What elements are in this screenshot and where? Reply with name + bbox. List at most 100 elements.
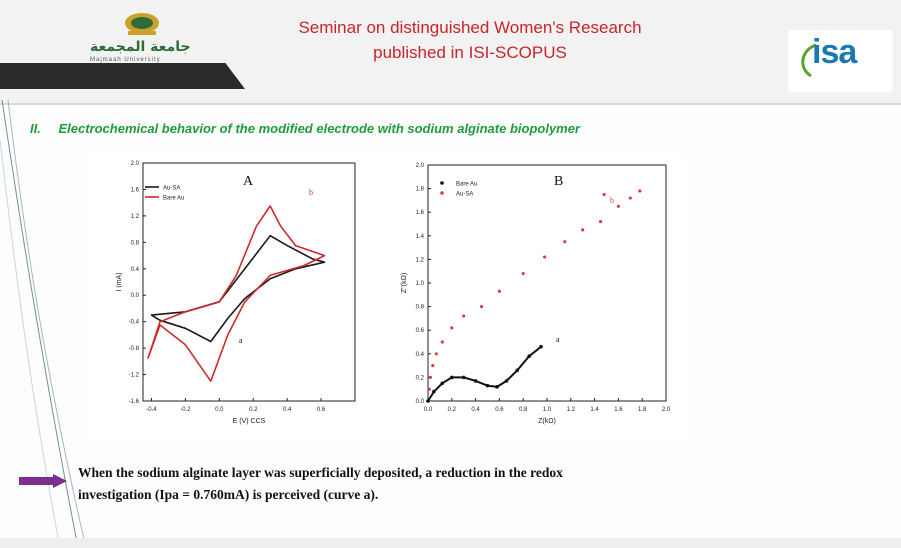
x-tick-label: 1.8	[638, 407, 647, 413]
title-line-1: Seminar on distinguished Women's Researc…	[298, 18, 642, 37]
y-tick-label: 1.4	[416, 234, 425, 240]
x-tick-label: 0.8	[519, 407, 528, 413]
university-name-english: Majmaah University	[90, 57, 161, 63]
data-point	[521, 271, 525, 276]
y-tick-label: 0.2	[416, 375, 425, 381]
data-point	[602, 192, 606, 197]
y-tick-label: -0.8	[129, 346, 140, 352]
x-tick-label: 2.0	[662, 407, 671, 413]
title-line-2: published in ISI-SCOPUS	[373, 43, 567, 62]
legend-swatch	[440, 191, 444, 195]
x-tick-label: 0.4	[283, 407, 292, 413]
y-tick-label: -1.2	[129, 373, 140, 379]
data-point	[543, 255, 547, 259]
y-tick-label: 1.8	[416, 187, 425, 193]
data-point	[616, 204, 620, 208]
curve-annotation: b	[610, 196, 614, 205]
data-point	[628, 196, 632, 200]
chart-b-nyquist-plot: 0.0 0.2 0.4 0.6 0.8 1.0 1.2 1.4 1.6 1.8 2.0 0.0 0.2 0…	[401, 163, 671, 425]
data-point	[431, 364, 435, 368]
x-tick-label: 0.6	[317, 407, 326, 413]
data-point	[440, 340, 444, 344]
footer-strip	[0, 538, 901, 548]
y-tick-label: 0.8	[131, 240, 140, 246]
legend-swatch	[440, 181, 444, 185]
header-divider	[0, 103, 901, 105]
isa-swirl-icon	[801, 43, 817, 78]
x-tick-label: 0.0	[424, 407, 433, 413]
section-number: II.	[30, 121, 41, 136]
legend-label: Bare Au	[163, 196, 184, 202]
data-point	[479, 305, 484, 309]
y-tick-label: 0.4	[416, 352, 425, 358]
x-tick-label: -0.2	[180, 407, 191, 413]
curve-annotation: a	[556, 335, 560, 344]
data-point	[598, 220, 603, 224]
y-tick-label: 0.4	[131, 267, 140, 273]
x-tick-label: 1.0	[543, 407, 552, 413]
y-tick-label: 2.0	[131, 161, 140, 167]
data-point	[427, 387, 431, 391]
decorative-swoosh	[0, 100, 87, 548]
data-point	[450, 326, 454, 330]
x-axis-label: Z(kΩ)	[538, 418, 556, 425]
series-line	[427, 345, 542, 402]
figure-panel: -0.4 -0.2 0.0 0.2 0.4 0.6 2.0 1.6 1.2 0.8 0.4 0.0 -0…	[83, 153, 686, 443]
x-tick-label: 1.4	[590, 407, 599, 413]
legend-label: Au-SA	[163, 186, 180, 192]
section-title: Electrochemical behavior of the modified…	[58, 121, 581, 136]
y-tick-label: 0.6	[416, 328, 425, 334]
data-point	[434, 352, 438, 356]
y-axis-label: I (mA)	[116, 272, 123, 291]
arrow-icon	[19, 474, 67, 488]
x-tick-label: 1.2	[567, 407, 576, 413]
x-tick-label: 0.0	[215, 407, 224, 413]
chart-a-cyclic-voltammetry: -0.4 -0.2 0.0 0.2 0.4 0.6 2.0 1.6 1.2 0.8 0.4 0.0 -0…	[116, 161, 356, 425]
y-tick-label: 1.2	[131, 214, 140, 220]
panel-label: B	[554, 174, 563, 189]
series-line	[147, 205, 326, 382]
body-text-line-1: When the sodium alginate layer was super…	[78, 465, 563, 480]
curve-annotation: a	[239, 336, 243, 345]
y-tick-label: 0.0	[131, 293, 140, 299]
x-tick-label: 1.6	[614, 407, 623, 413]
section-heading: II. Electrochemical behavior of the modi…	[30, 121, 580, 136]
y-tick-label: 1.0	[416, 281, 425, 287]
legend-label: Bare Au	[456, 182, 477, 188]
y-tick-label: 0.0	[416, 399, 425, 405]
x-tick-label: 0.2	[448, 407, 457, 413]
y-tick-label: 0.8	[416, 305, 425, 311]
x-tick-label: -0.4	[146, 407, 157, 413]
page-title: Seminar on distinguished Women's Researc…	[270, 15, 670, 65]
data-point	[428, 375, 432, 379]
y-tick-label: 1.6	[416, 210, 425, 216]
y-tick-label: 1.2	[416, 257, 425, 263]
data-point	[581, 228, 585, 232]
data-point	[563, 240, 567, 244]
plot-frame	[427, 164, 667, 402]
body-text: When the sodium alginate layer was super…	[78, 462, 858, 506]
legend-label: Au-SA	[456, 192, 473, 198]
university-emblem-icon	[125, 13, 159, 35]
plot-frame	[142, 162, 356, 402]
header-dark-tab	[0, 63, 245, 89]
series-line	[150, 234, 326, 343]
y-axis-label: Z''(kΩ)	[401, 273, 408, 293]
y-tick-label: -0.4	[129, 320, 140, 326]
x-tick-label: 0.2	[249, 407, 258, 413]
x-axis-label: E (V) CCS	[233, 418, 266, 425]
university-logo: جامعة المجمعة Majmaah University	[60, 5, 220, 67]
data-point	[462, 314, 466, 318]
x-tick-label: 0.4	[471, 407, 480, 413]
university-name-arabic: جامعة المجمعة	[90, 39, 191, 55]
y-tick-label: 1.6	[131, 187, 140, 193]
isa-logo: isa	[788, 30, 893, 92]
y-tick-label: 2.0	[416, 163, 425, 169]
y-tick-label: -1.6	[129, 399, 140, 405]
isa-logo-text: isa	[812, 33, 857, 71]
body-text-line-2: investigation (Ipa = 0.760mA) is perceiv…	[78, 487, 379, 502]
data-point	[497, 289, 501, 293]
panel-label: A	[243, 174, 254, 189]
curve-annotation: b	[309, 188, 313, 197]
